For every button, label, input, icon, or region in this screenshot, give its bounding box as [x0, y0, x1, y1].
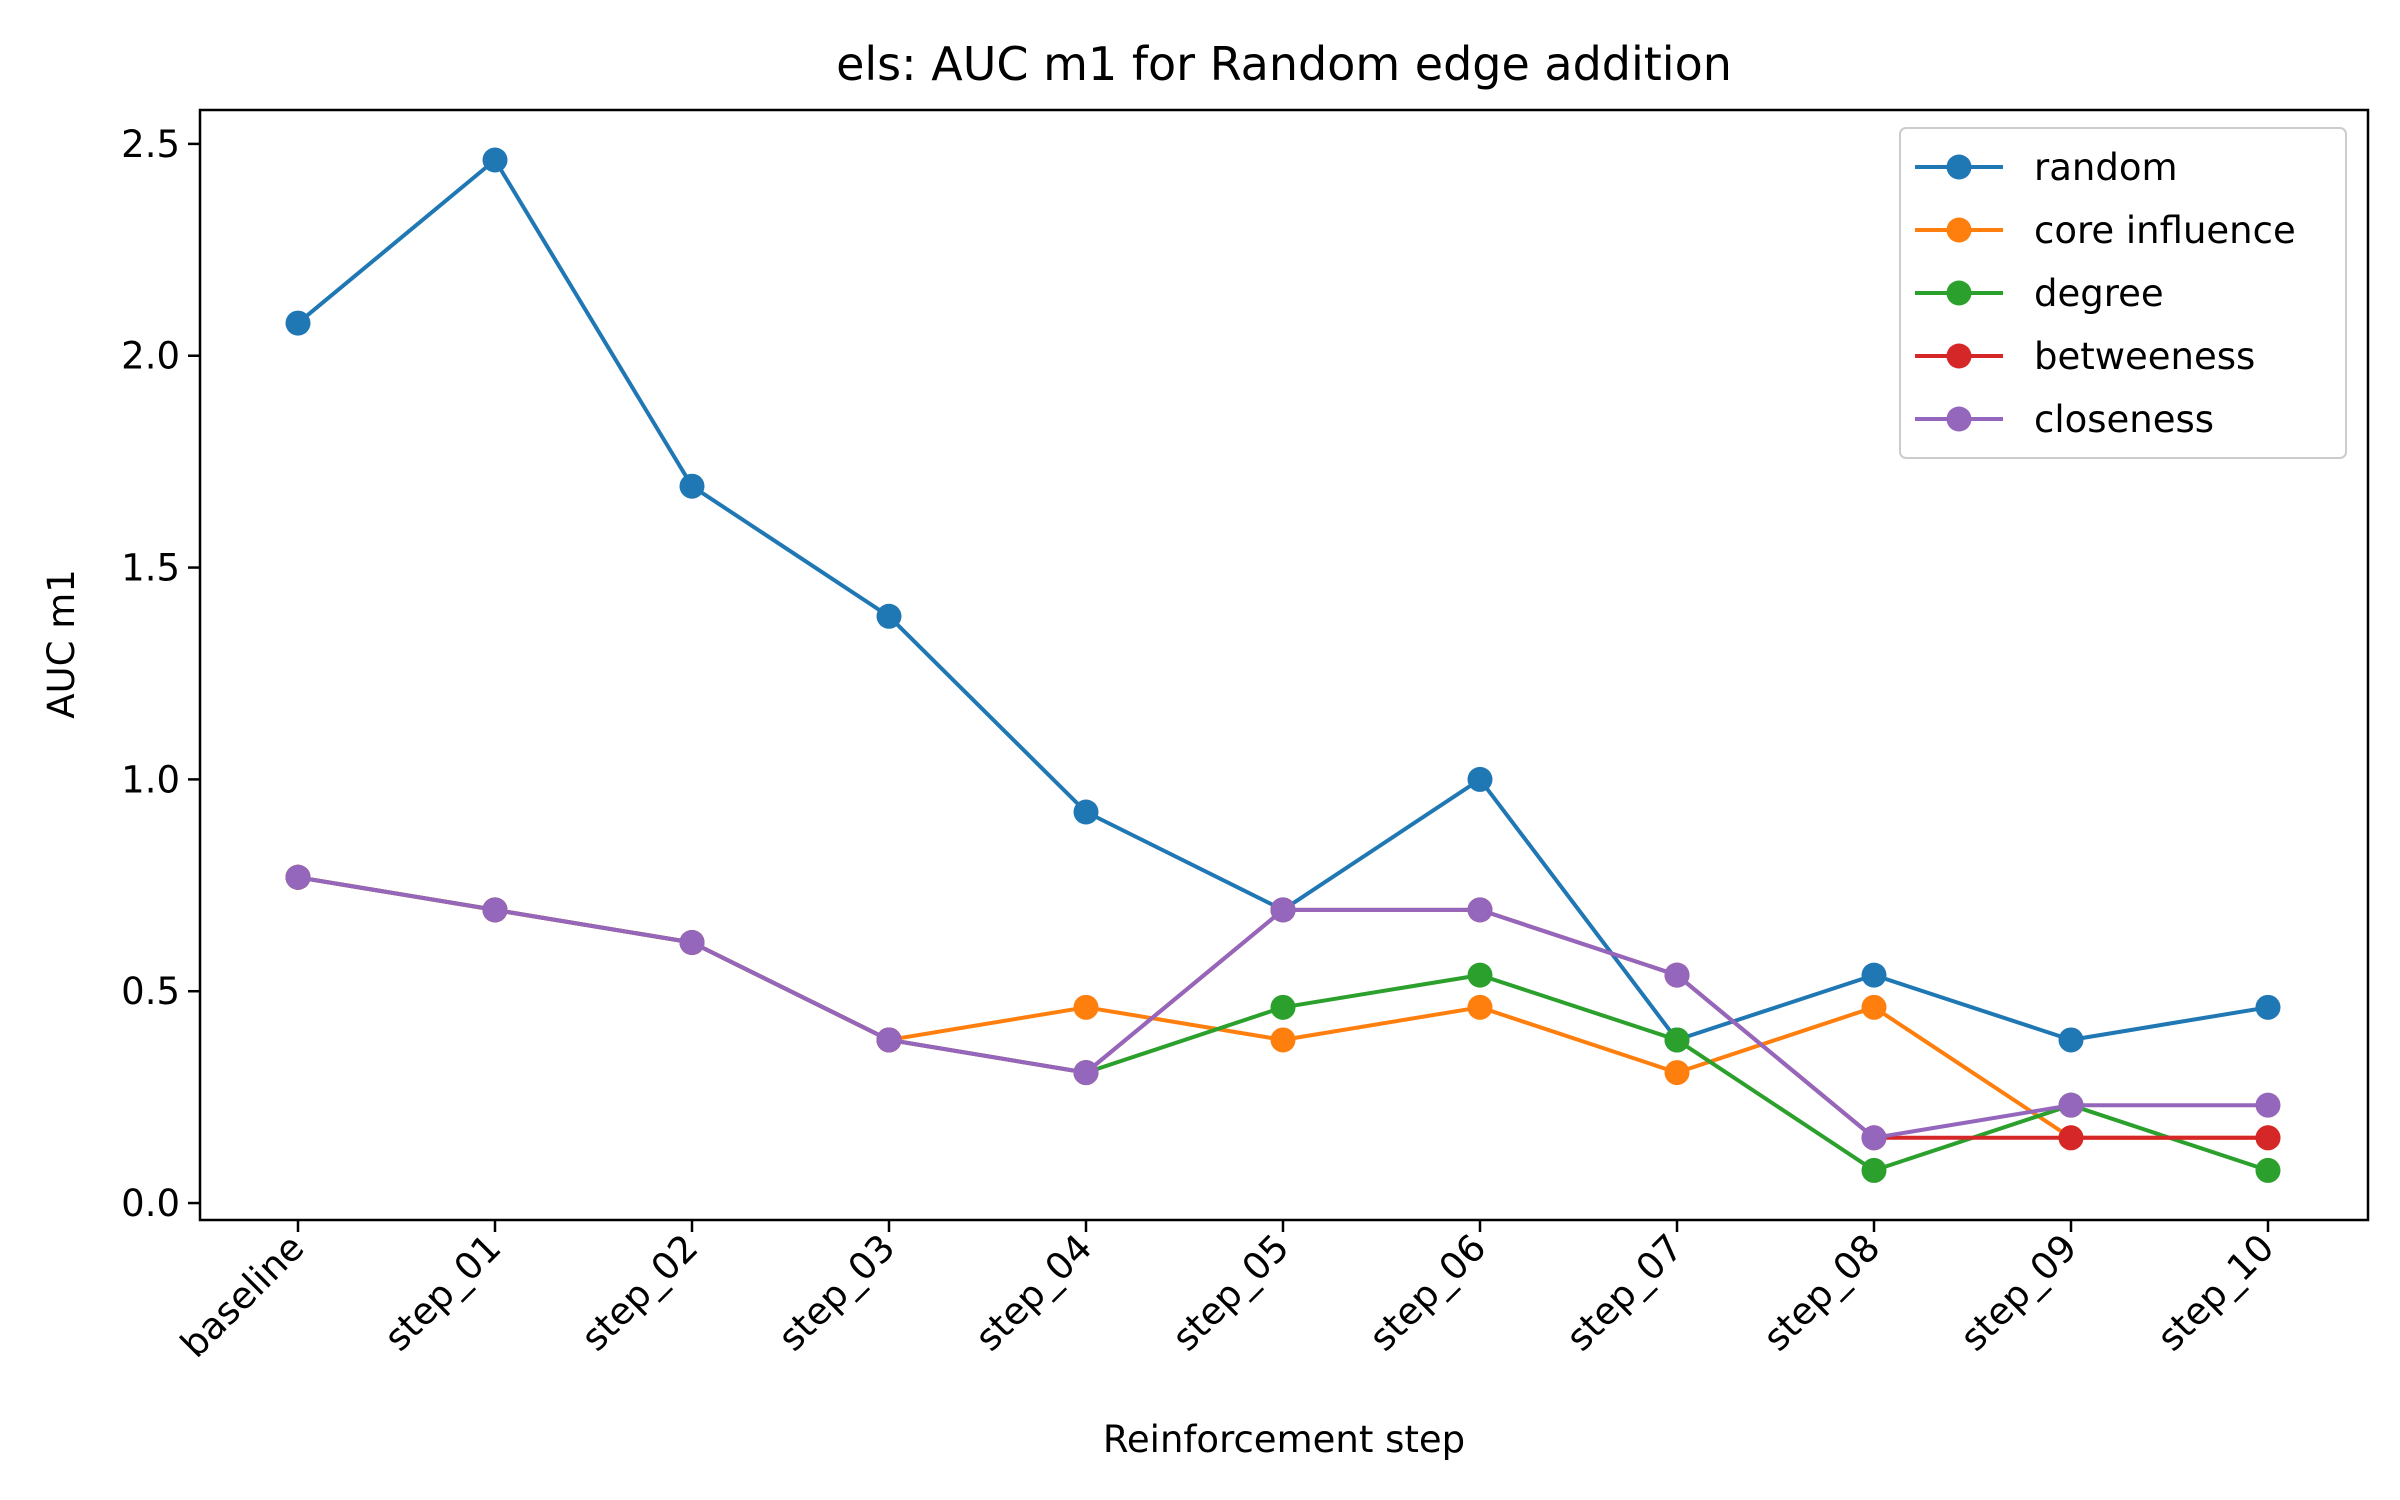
data-point [1073, 1060, 1099, 1086]
data-point [1270, 897, 1296, 923]
legend-marker [1946, 406, 1972, 432]
legend-marker [1946, 280, 1972, 306]
data-point [1861, 994, 1887, 1020]
y-tick-label: 0.5 [121, 970, 180, 1013]
legend-label: betweeness [2034, 335, 2255, 378]
data-point [2058, 1092, 2084, 1118]
data-point [876, 603, 902, 629]
y-tick-label: 0.0 [121, 1182, 180, 1225]
data-point [2058, 1125, 2084, 1151]
data-point [1467, 897, 1493, 923]
data-point [1664, 962, 1690, 988]
data-point [1270, 994, 1296, 1020]
data-point [1073, 994, 1099, 1020]
series-closeness [285, 864, 2281, 1151]
legend-item: degree [1915, 272, 2164, 315]
data-point [482, 147, 508, 173]
data-point [1467, 994, 1493, 1020]
data-point [2255, 1125, 2281, 1151]
data-point [2058, 1027, 2084, 1053]
legend-label: degree [2034, 272, 2164, 315]
legend-marker [1946, 154, 1972, 180]
data-point [285, 864, 311, 890]
data-point [1861, 1125, 1887, 1151]
legend-item: closeness [1915, 398, 2214, 441]
chart-title: els: AUC m1 for Random edge addition [836, 37, 1732, 91]
data-point [1270, 1027, 1296, 1053]
data-point [2255, 1157, 2281, 1183]
legend-item: betweeness [1915, 335, 2255, 378]
data-point [1467, 766, 1493, 792]
data-point [1664, 1027, 1690, 1053]
data-point [679, 930, 705, 955]
y-tick-label: 2.5 [121, 123, 180, 166]
y-tick-label: 2.0 [121, 335, 180, 378]
y-tick-label: 1.5 [121, 547, 180, 590]
y-axis-label: AUC m1 [40, 569, 83, 719]
legend-marker [1946, 217, 1972, 243]
data-point [1073, 799, 1099, 825]
legend: random core influence degree betweeness clos… [1899, 127, 2347, 459]
x-axis-label: Reinforcement step [1103, 1418, 1465, 1461]
legend-label: closeness [2034, 398, 2214, 441]
data-point [482, 897, 508, 923]
legend-item: core influence [1915, 209, 2296, 252]
legend-box [1899, 127, 2347, 459]
data-point [1467, 962, 1493, 988]
legend-label: random [2034, 146, 2178, 189]
data-point [1664, 1060, 1690, 1086]
legend-label: core influence [2034, 209, 2296, 252]
data-point [876, 1027, 902, 1053]
legend-item: random [1915, 146, 2178, 189]
data-point [1861, 1157, 1887, 1183]
data-point [1861, 962, 1887, 988]
data-point [285, 310, 311, 336]
y-tick-label: 1.0 [121, 758, 180, 801]
data-point [2255, 1092, 2281, 1118]
data-point [2255, 994, 2281, 1020]
legend-marker [1946, 343, 1972, 369]
data-point [679, 473, 705, 499]
